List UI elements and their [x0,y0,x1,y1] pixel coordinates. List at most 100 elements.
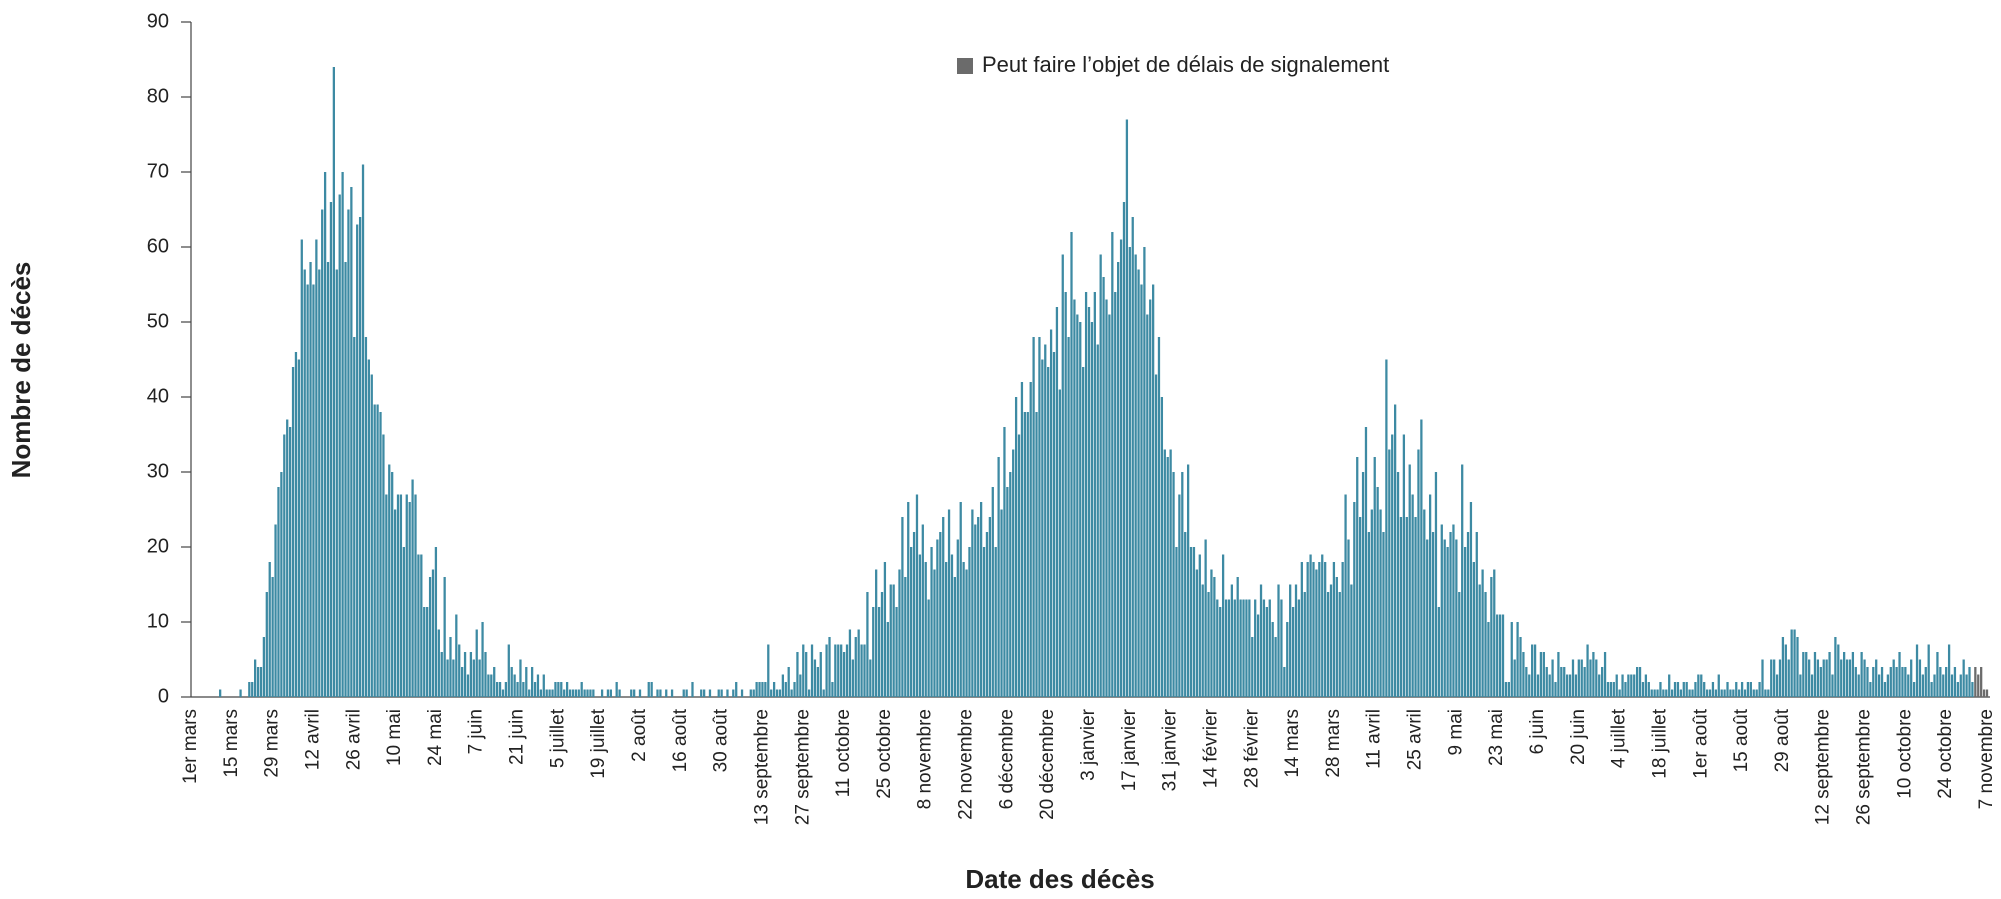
bar [1953,667,1957,697]
bar [472,659,475,697]
bar [848,629,852,697]
bar [1947,644,1951,697]
bar [837,644,840,697]
x-tick-label: 7 juin [466,709,487,754]
bar [1303,592,1306,697]
bar [1070,232,1073,697]
bar [382,434,385,697]
bar [758,682,761,697]
x-tick-label: 5 juillet [547,708,568,768]
bar [493,667,496,697]
bar [1685,682,1688,697]
bar [1793,629,1796,697]
bar [1221,554,1225,697]
bar [907,502,910,697]
bar [1980,667,1983,697]
bar [530,667,534,697]
bar [1711,682,1715,697]
bar [647,682,650,697]
bar [927,599,930,697]
bar [248,682,251,697]
bar [735,682,738,697]
bar [1533,644,1537,697]
bar [367,359,370,697]
bar [1160,397,1164,697]
bar [1026,412,1029,697]
bar [1466,532,1470,697]
bar [1003,427,1006,697]
bar [437,629,440,697]
y-tick-label: 10 [147,610,169,632]
bar [385,494,388,697]
bar [752,689,755,697]
bar [1487,622,1490,697]
bar [1437,607,1441,697]
bar [1700,674,1703,697]
bar [557,682,560,697]
bar [656,689,659,697]
bar [417,554,420,697]
bar [1708,689,1712,697]
bar [1539,652,1543,697]
bar [915,494,919,697]
bar [953,577,957,697]
legend-swatch [957,58,973,74]
bar [630,689,633,697]
bar [1172,472,1175,697]
bar [1326,592,1330,697]
bar [834,644,837,697]
bar [1309,554,1312,697]
bar [1361,472,1365,697]
bar [458,644,461,697]
bar [1149,299,1152,697]
bar [533,682,537,697]
bar [1175,547,1178,697]
bar [440,652,443,697]
bar [1248,599,1251,697]
bar [1291,607,1295,697]
bar [1289,584,1292,697]
y-tick-label: 50 [147,310,169,332]
bar [1058,389,1061,697]
bar [463,652,467,697]
bar [396,494,400,697]
bar [825,644,828,697]
bar [1627,674,1630,697]
bar [1679,689,1683,697]
bar [828,637,831,697]
bar [1117,262,1120,697]
bar [1615,674,1618,697]
bar [889,584,892,697]
bar [1892,659,1895,697]
y-tick-label: 40 [147,385,169,407]
bar [991,487,994,697]
bar [1090,322,1094,697]
bar [1857,674,1860,697]
x-tick-label: 11 octobre [833,709,854,797]
x-tick-label: 9 mai [1445,709,1466,755]
bar [1805,652,1808,697]
bar [1603,652,1607,697]
bar [1286,622,1289,697]
bar [1399,517,1403,697]
bar [924,562,927,697]
y-tick-label: 80 [147,85,169,107]
bar [1105,299,1108,697]
bar [280,472,283,697]
bar [1822,659,1825,697]
bar [1318,562,1321,697]
bar [1694,682,1697,697]
bar [1697,674,1700,697]
bar [1324,562,1327,697]
bar [1428,494,1432,697]
bar [1373,457,1376,697]
bar [1749,682,1752,697]
bar [703,689,706,697]
bar [1347,539,1350,697]
bar [525,667,528,697]
bar [528,689,531,697]
x-tick-label: 28 mars [1323,709,1344,778]
bar [901,517,904,697]
bar [1379,509,1382,697]
